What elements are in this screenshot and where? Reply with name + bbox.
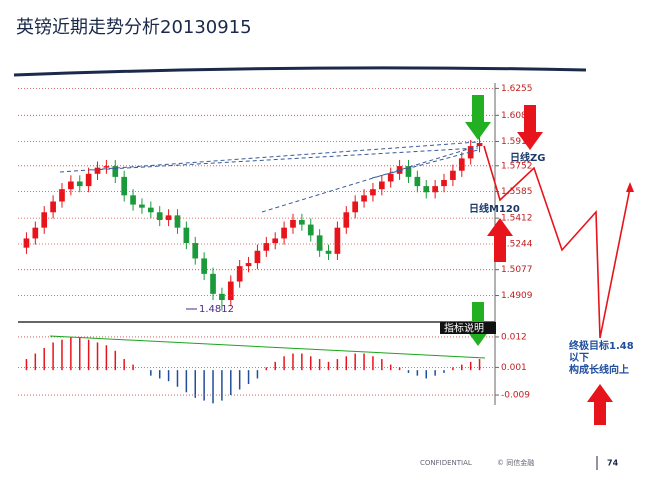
histogram-bar [25,359,28,371]
histogram-bar [407,370,410,373]
histogram-bar [150,370,152,376]
histogram-bar [203,370,205,401]
histogram-bar [221,370,223,401]
histogram-bar [247,370,250,384]
histogram-bar [478,359,481,371]
legend-label: 指标说明 [444,322,484,335]
y-tick-label: 1.5585 [501,187,533,197]
note-line: 终极目标1.48 [569,339,634,352]
y-tick-label: 1.5752 [501,161,533,171]
y-tick-label: 1.4909 [501,291,533,301]
page-number: 74 [607,459,619,468]
histogram-bar [292,353,294,371]
histogram-bar [114,350,117,371]
y-tick-label: 1.5077 [501,265,533,275]
y-tick-label: 0.012 [501,332,527,342]
histogram-bar [79,336,81,371]
histogram-bar [301,353,303,371]
note-line: 以下 [569,352,589,364]
histogram-bar [61,339,63,371]
projection-line [483,145,631,339]
histogram-bar [318,359,321,371]
histogram-bar [132,364,134,371]
histogram-bar [469,361,472,371]
histogram-bar [354,353,356,371]
histogram-bar [283,356,285,371]
histogram-bar [425,370,427,379]
histogram-bar [123,359,125,371]
up-arrow [587,384,613,425]
histogram-bar [363,353,365,371]
histogram-bar [185,370,188,393]
arrow-head [626,182,634,192]
y-tick-label: 0.001 [501,363,527,373]
histogram-bar [327,361,330,371]
histogram-bar [416,370,419,376]
histogram-bar [212,370,214,404]
histogram-bar [452,367,454,371]
histogram-bar [70,336,72,371]
histogram-bar [34,353,37,371]
histogram-bar [336,359,339,371]
down-arrow [465,95,491,140]
histogram-bar [381,359,383,371]
zg-label: 日线ZG [510,151,545,164]
histogram-bar [87,339,90,371]
confidential: CONFIDENTIAL [420,459,472,467]
histogram-bar [398,367,401,371]
histogram-bar [310,356,312,371]
histogram-bar [238,370,241,390]
histogram-bar [256,370,259,379]
histogram-bar [43,348,45,371]
low-label: 1.4812 [199,304,234,315]
histogram-bar [176,370,179,387]
histogram-bar [96,342,99,371]
up-arrow [487,218,513,262]
y-tick-label: 1.608 [501,111,527,121]
histogram-bar [372,356,374,371]
slide-title: 英镑近期走势分析20130915 [16,17,252,38]
y-tick-label: 1.5412 [501,214,533,224]
macd-trend-line [49,335,486,359]
legend-box [440,322,496,334]
copyright: © 同信金融 [497,458,534,467]
histogram-bar [274,361,276,371]
histogram-bar [158,370,161,379]
note-line: 构成长线向上 [569,363,629,376]
down-arrow [517,105,543,150]
y-tick-label: 1.5244 [501,239,533,249]
y-tick-label: 1.6255 [501,84,533,94]
y-tick-label: -0.009 [501,391,530,401]
header-rule [13,66,587,77]
histogram-bar [230,370,232,396]
histogram-bar [265,367,268,371]
histogram-bar [434,370,436,376]
histogram-bar [443,370,445,373]
histogram-bar [52,342,54,371]
m120-label: 日线M120 [469,202,520,215]
histogram-bar [105,345,108,371]
histogram-bar [461,364,463,371]
histogram-bar [345,356,348,371]
histogram-bar [167,370,170,382]
y-tick-label: 1.591 [501,137,527,147]
histogram-bar [194,370,196,398]
